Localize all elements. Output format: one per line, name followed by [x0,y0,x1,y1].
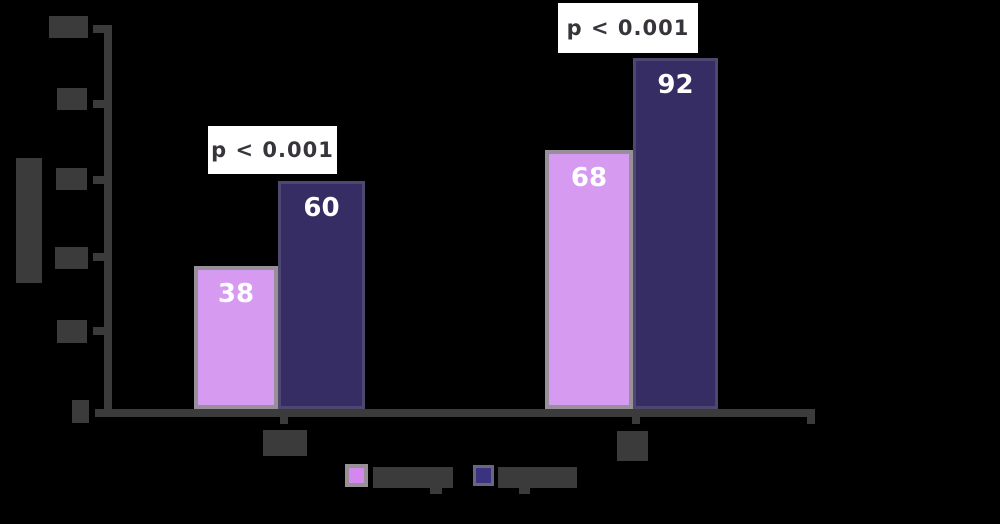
x-label-group-2 [617,431,648,461]
bar-value-label: 60 [303,193,340,223]
y-axis-tick-80 [93,100,105,108]
y-axis-tick-60 [93,176,105,184]
ytick-label-60 [56,168,87,190]
y-axis-tick-20 [93,327,105,335]
x-axis-line [95,409,815,417]
x-label-group-1 [263,430,307,456]
ytick-label-20 [57,320,87,343]
p-value-annotation-group-1: p < 0.001 [208,126,337,174]
p-value-text: p < 0.001 [566,16,690,40]
y-axis-tick-100 [93,25,105,33]
bar-group1-series2: 60 [278,181,365,409]
legend-label-2-descender [519,488,530,494]
bar-value-label: 38 [217,279,255,309]
y-axis-tick-40 [93,253,105,261]
x-axis-tick-1 [632,417,640,424]
legend-label-1 [373,467,453,488]
bar-value-label: 92 [657,70,694,100]
bar-group1-series1: 38 [194,266,278,409]
bar-value-label: 68 [570,163,608,193]
ytick-label-40 [55,247,88,269]
legend-label-2 [498,467,577,488]
p-value-annotation-group-2: p < 0.001 [558,3,698,53]
y-axis-title [16,158,42,283]
ytick-label-100 [49,16,88,38]
bar-group2-series2: 92 [633,58,718,409]
legend-swatch-series2 [473,465,494,486]
ytick-label-0 [72,400,89,423]
legend-label-1-descender [430,488,442,494]
x-axis-tick-2 [807,417,815,424]
p-value-text: p < 0.001 [211,138,334,162]
bar-group2-series1: 68 [545,150,633,409]
ytick-label-80 [57,88,87,110]
legend-swatch-series1 [345,464,368,487]
y-axis-line [104,25,112,417]
x-axis-tick-0 [280,417,288,424]
